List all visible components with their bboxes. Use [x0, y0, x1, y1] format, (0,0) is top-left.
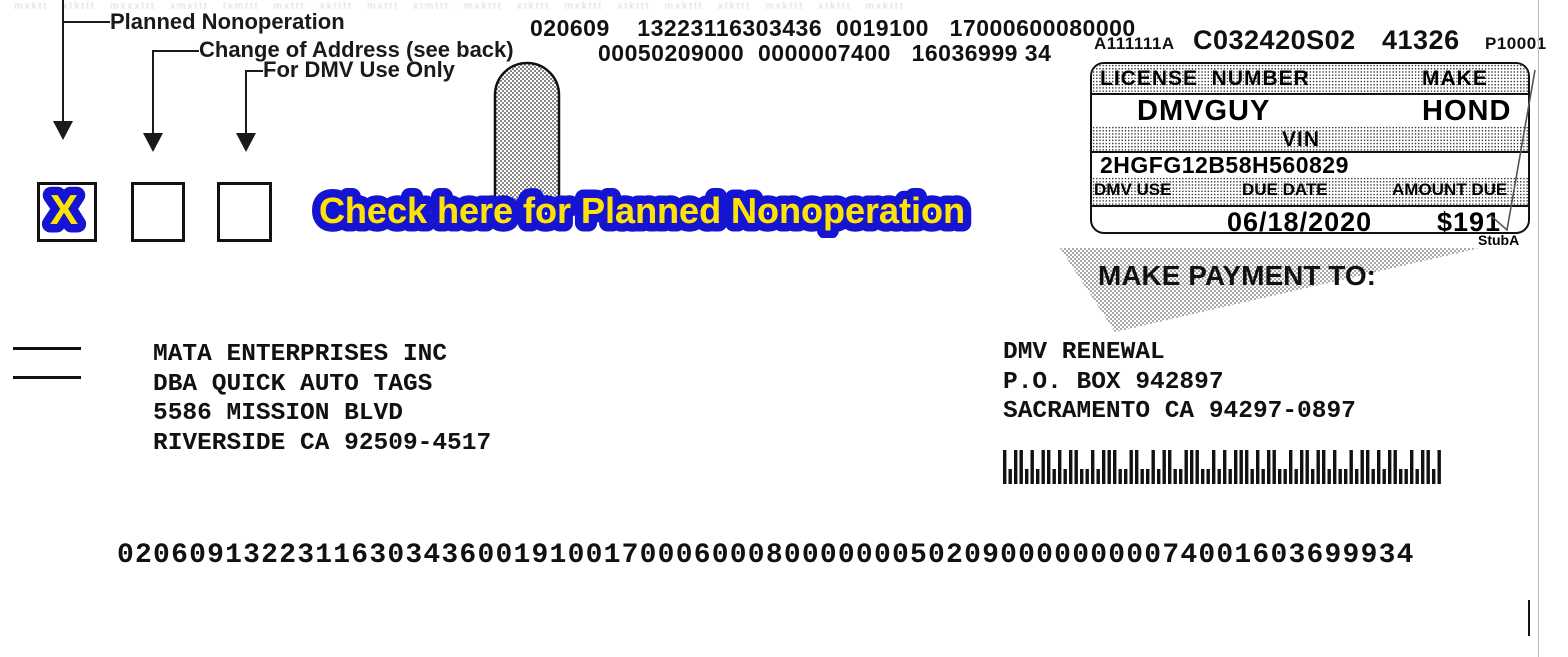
- svg-text:Check here for Planned Nonoper: Check here for Planned Nonoperation: [319, 190, 965, 231]
- svg-text:X: X: [50, 186, 78, 233]
